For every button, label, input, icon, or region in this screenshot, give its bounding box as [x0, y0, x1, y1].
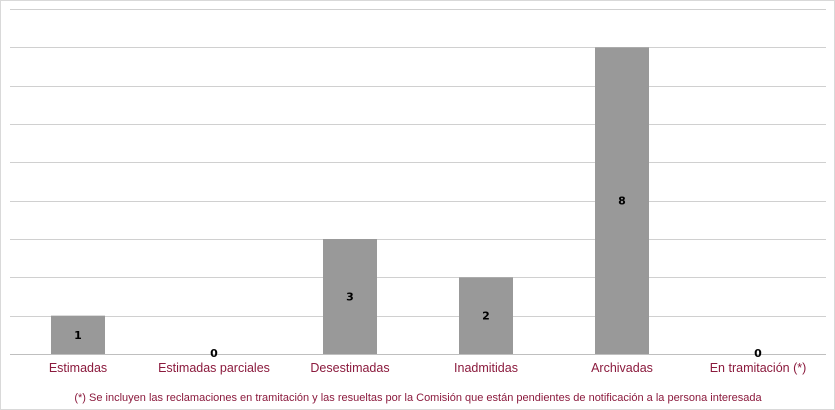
category-label-2: Estimadas parciales [158, 361, 270, 375]
bars [51, 47, 649, 354]
data-label-5: 8 [618, 195, 626, 208]
bar-1 [51, 315, 105, 354]
data-label-4: 2 [482, 310, 490, 323]
category-label-6: En tramitación (*) [710, 361, 807, 375]
data-labels: 1 0 3 2 8 0 [74, 195, 762, 360]
gridlines [10, 9, 826, 355]
data-label-6: 0 [754, 347, 762, 360]
bar-3 [323, 239, 377, 354]
data-label-2: 0 [210, 347, 218, 360]
category-label-4: Inadmitidas [454, 361, 518, 375]
category-label-5: Archivadas [591, 361, 653, 375]
footnote: (*) Se incluyen las reclamaciones en tra… [74, 392, 762, 404]
data-label-3: 3 [346, 291, 354, 304]
data-label-1: 1 [74, 329, 82, 342]
category-label-1: Estimadas [49, 361, 107, 375]
category-labels: Estimadas Estimadas parciales Desestimadas… [49, 361, 806, 375]
category-label-3: Desestimadas [310, 361, 389, 375]
bar-5 [595, 47, 649, 354]
bar-4 [459, 277, 513, 354]
